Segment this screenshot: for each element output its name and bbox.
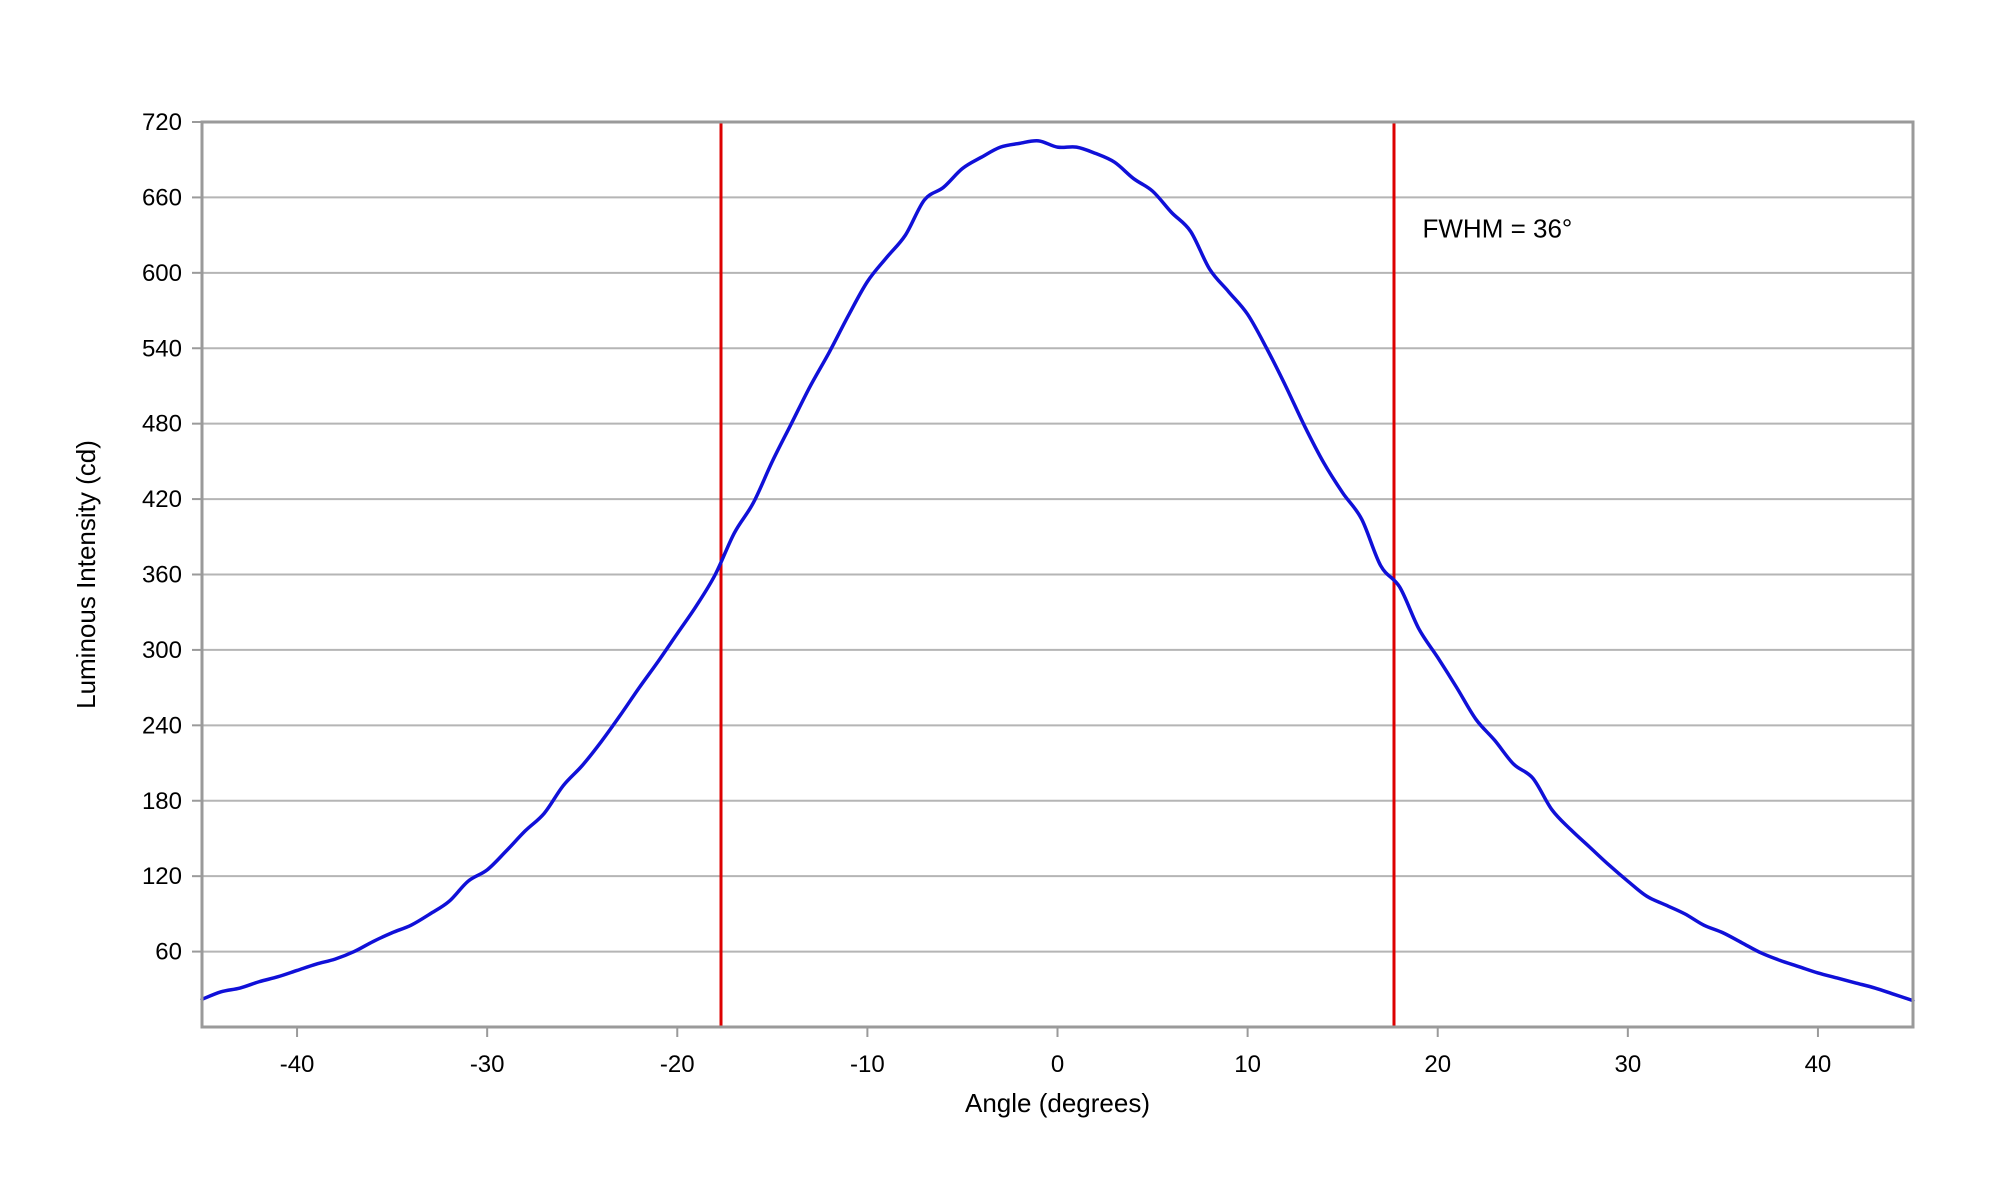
- x-tick-label: 30: [1614, 1051, 1641, 1078]
- y-tick-label: 420: [142, 486, 182, 513]
- y-tick-label: 540: [142, 335, 182, 362]
- x-tick-label: -30: [470, 1051, 505, 1078]
- x-tick-label: -20: [660, 1051, 695, 1078]
- x-tick-label: -40: [280, 1051, 315, 1078]
- x-tick-label: 10: [1234, 1051, 1261, 1078]
- x-axis-title: Angle (degrees): [965, 1088, 1150, 1118]
- y-tick-label: 300: [142, 637, 182, 664]
- y-tick-label: 480: [142, 411, 182, 438]
- x-tick-label: 40: [1805, 1051, 1832, 1078]
- fwhm-annotation: FWHM = 36°: [1423, 214, 1573, 244]
- y-tick-label: 360: [142, 562, 182, 589]
- y-tick-label: 60: [155, 939, 182, 966]
- y-axis-title: Luminous Intensity (cd): [71, 440, 101, 709]
- annotations: FWHM = 36°: [1423, 214, 1573, 244]
- axis-ticks: [192, 121, 1819, 1037]
- series-layer: [200, 138, 1915, 1003]
- intensity-curve: [200, 138, 1915, 1003]
- x-tick-label: 0: [1051, 1051, 1064, 1078]
- y-tick-label: 720: [142, 109, 182, 136]
- x-tick-label: 20: [1424, 1051, 1451, 1078]
- y-tick-label: 660: [142, 184, 182, 211]
- y-tick-label: 240: [142, 712, 182, 739]
- x-tick-label: -10: [850, 1051, 885, 1078]
- fwhm-markers: [719, 122, 1396, 1027]
- y-tick-label: 120: [142, 863, 182, 890]
- y-tick-label: 600: [142, 260, 182, 287]
- y-tick-label: 180: [142, 788, 182, 815]
- gridlines: [202, 196, 1913, 953]
